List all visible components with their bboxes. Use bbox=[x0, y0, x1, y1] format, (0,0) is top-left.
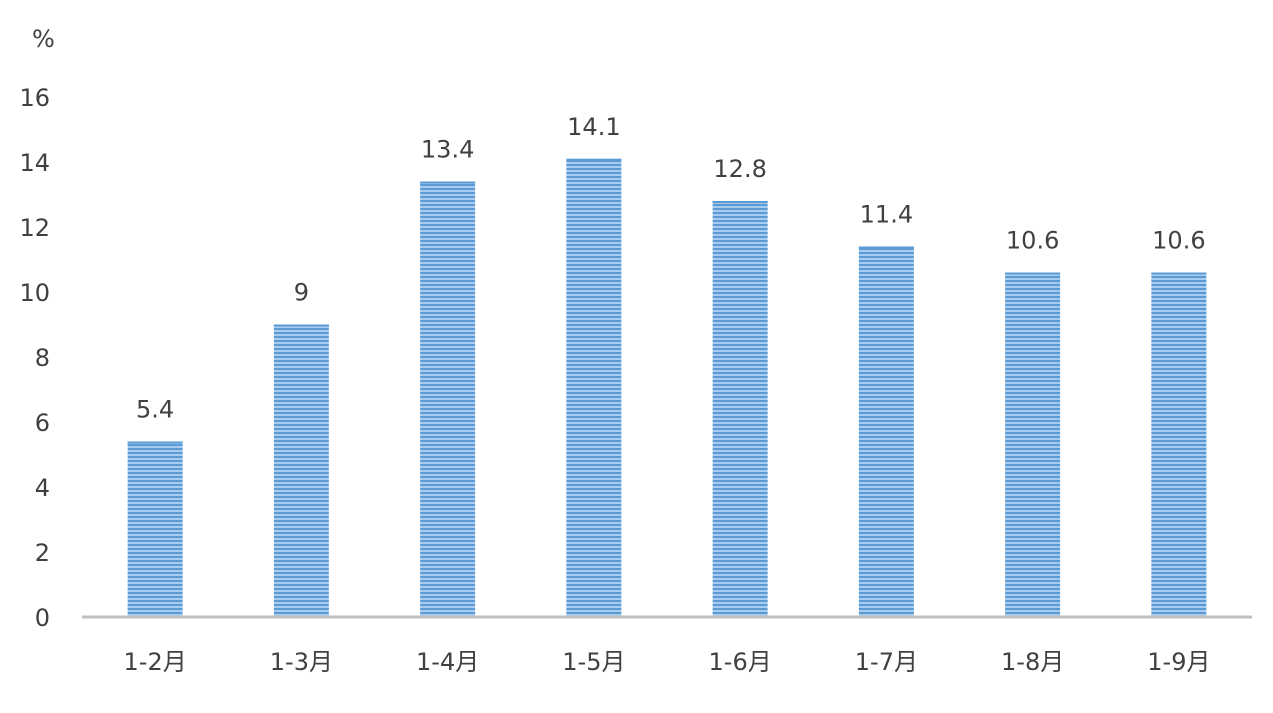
data-labels: 5.4 9 13.4 14.1 12.8 11.4 10.6 10.6 bbox=[136, 113, 1206, 424]
y-tick-label: 0 bbox=[35, 604, 50, 632]
y-tick-label: 4 bbox=[35, 474, 50, 502]
y-axis-tick-labels: 0 2 4 6 8 10 12 14 16 bbox=[19, 84, 50, 632]
bar-top-edge bbox=[566, 158, 622, 161]
bar-top-edge bbox=[127, 441, 183, 444]
data-label: 10.6 bbox=[1006, 227, 1059, 255]
bar bbox=[858, 246, 914, 617]
bar bbox=[1151, 272, 1207, 617]
y-tick-label: 12 bbox=[19, 214, 50, 242]
bars bbox=[127, 158, 1207, 617]
x-tick-label: 1-3月 bbox=[270, 648, 333, 676]
data-label: 5.4 bbox=[136, 396, 174, 424]
y-tick-label: 2 bbox=[35, 539, 50, 567]
y-tick-label: 14 bbox=[19, 149, 50, 177]
x-tick-label: 1-8月 bbox=[1001, 648, 1064, 676]
y-axis-unit-label: % bbox=[32, 25, 55, 53]
x-tick-label: 1-5月 bbox=[562, 648, 625, 676]
y-tick-label: 6 bbox=[35, 409, 50, 437]
bar-top-edge bbox=[712, 201, 768, 203]
y-tick-label: 16 bbox=[19, 84, 50, 112]
bar bbox=[1005, 272, 1061, 617]
data-label: 11.4 bbox=[860, 201, 913, 229]
bar-top-edge bbox=[1151, 272, 1207, 275]
bar bbox=[712, 201, 768, 617]
data-label: 13.4 bbox=[421, 136, 474, 164]
data-label: 9 bbox=[294, 279, 309, 307]
data-label: 12.8 bbox=[713, 155, 766, 183]
bar-top-edge bbox=[1005, 272, 1061, 275]
x-tick-label: 1-6月 bbox=[709, 648, 772, 676]
x-tick-label: 1-7月 bbox=[855, 648, 918, 676]
data-label: 10.6 bbox=[1152, 227, 1205, 255]
x-tick-label: 1-4月 bbox=[416, 648, 479, 676]
bar bbox=[420, 181, 476, 617]
data-label: 14.1 bbox=[567, 113, 620, 141]
bar bbox=[273, 324, 329, 617]
y-tick-label: 8 bbox=[35, 344, 50, 372]
bar-top-edge bbox=[420, 181, 476, 184]
y-tick-label: 10 bbox=[19, 279, 50, 307]
bar-top-edge bbox=[273, 324, 329, 327]
x-axis-tick-labels: 1-2月 1-3月 1-4月 1-5月 1-6月 1-7月 1-8月 1-9月 bbox=[124, 648, 1211, 676]
bar-top-edge bbox=[858, 246, 914, 249]
x-tick-label: 1-9月 bbox=[1147, 648, 1210, 676]
bar bbox=[566, 158, 622, 617]
x-tick-label: 1-2月 bbox=[124, 648, 187, 676]
bar bbox=[127, 441, 183, 617]
